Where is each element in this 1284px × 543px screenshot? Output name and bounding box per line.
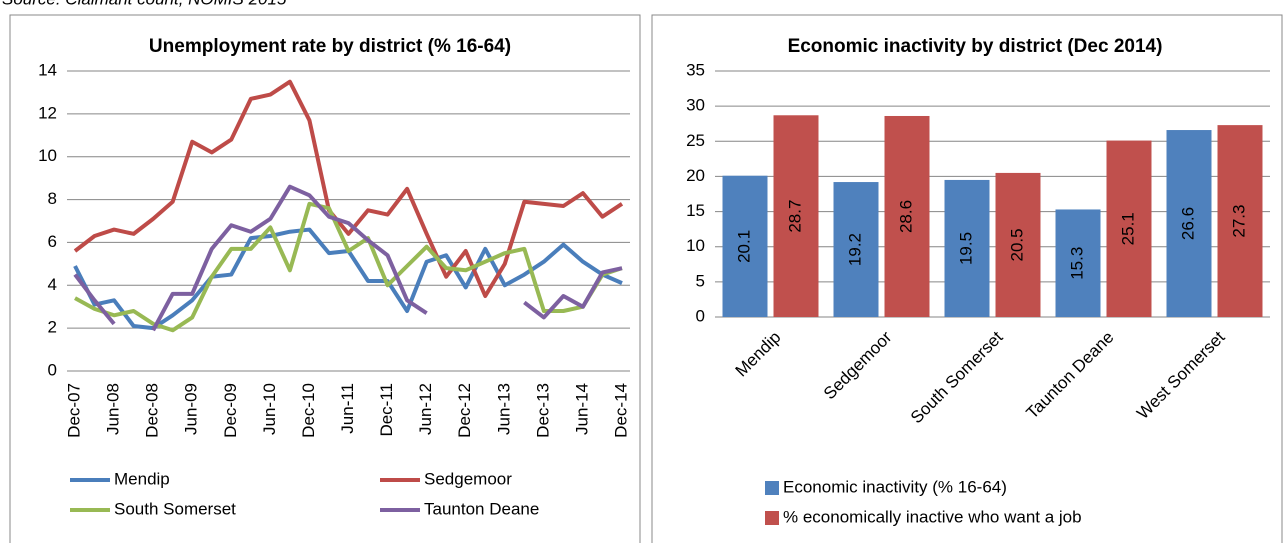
x-tick-label: Jun-08 xyxy=(104,383,123,435)
x-tick-label: South Somerset xyxy=(907,327,1007,427)
y-tick-label: 2 xyxy=(48,318,57,337)
legend-swatch xyxy=(765,481,779,495)
x-tick-label: Jun-10 xyxy=(260,383,279,435)
x-tick-label: Jun-09 xyxy=(182,383,201,435)
data-label: 20.5 xyxy=(1007,228,1026,261)
y-tick-label: 0 xyxy=(48,360,57,379)
line-series xyxy=(73,184,623,332)
y-tick-label: 30 xyxy=(686,96,705,115)
bar xyxy=(884,115,930,318)
x-tick-label: Taunton Deane xyxy=(1023,328,1118,423)
x-tick-label: Dec-11 xyxy=(377,383,396,437)
panel-border xyxy=(651,14,1283,543)
x-tick-label: Dec-07 xyxy=(64,383,83,438)
x-tick-label: Dec-14 xyxy=(611,383,630,438)
bar xyxy=(1217,125,1263,318)
bar xyxy=(944,179,990,317)
x-tick-label: West Somerset xyxy=(1133,327,1229,423)
legend-label: Taunton Deane xyxy=(424,499,539,518)
x-tick-label: Mendip xyxy=(732,328,785,381)
x-tick-label: Jun-12 xyxy=(416,383,435,435)
x-tick-label: Dec-13 xyxy=(533,383,552,438)
bar xyxy=(773,115,819,317)
y-tick-label: 35 xyxy=(686,60,705,79)
panel-border xyxy=(9,14,641,543)
y-tick-label: 8 xyxy=(48,189,57,208)
data-label: 15.3 xyxy=(1067,247,1086,280)
y-tick-label: 14 xyxy=(38,60,57,79)
y-tick-label: 6 xyxy=(48,232,57,251)
data-label: 26.6 xyxy=(1178,207,1197,240)
line-series xyxy=(74,201,623,333)
y-tick-label: 4 xyxy=(48,275,57,294)
legend-label: % economically inactive who want a job xyxy=(783,507,1082,526)
data-label: 25.1 xyxy=(1118,212,1137,245)
chart-title: Economic inactivity by district (Dec 201… xyxy=(788,36,1163,57)
bar xyxy=(833,182,879,317)
data-label: 19.5 xyxy=(956,232,975,265)
source-note: Source: Claimant count, NOMIS 2015 xyxy=(2,0,287,8)
x-tick-label: Dec-09 xyxy=(221,383,240,438)
y-tick-label: 12 xyxy=(38,103,57,122)
data-label: 27.3 xyxy=(1229,205,1248,238)
chart-title: Unemployment rate by district (% 16-64) xyxy=(149,36,511,57)
y-tick-label: 0 xyxy=(696,306,705,325)
x-tick-label: Jun-11 xyxy=(338,383,357,434)
data-label: 28.6 xyxy=(896,200,915,233)
x-tick-label: Sedgemoor xyxy=(820,327,896,403)
data-label: 19.2 xyxy=(845,233,864,266)
data-label: 20.1 xyxy=(734,230,753,263)
legend-label: South Somerset xyxy=(114,499,236,518)
legend-swatch xyxy=(765,511,779,525)
legend-label: Mendip xyxy=(114,469,170,488)
y-tick-label: 5 xyxy=(696,271,705,290)
bar xyxy=(1166,130,1212,317)
y-tick-label: 10 xyxy=(686,236,705,255)
legend-label: Economic inactivity (% 16-64) xyxy=(783,477,1007,496)
x-tick-label: Dec-12 xyxy=(455,383,474,438)
bar xyxy=(722,175,768,317)
x-tick-label: Jun-13 xyxy=(494,383,513,435)
data-label: 28.7 xyxy=(785,200,804,233)
x-tick-label: Dec-08 xyxy=(143,383,162,438)
y-tick-label: 20 xyxy=(686,166,705,185)
bar xyxy=(995,172,1041,317)
legend-label: Sedgemoor xyxy=(424,469,512,488)
x-tick-label: Jun-14 xyxy=(572,383,591,435)
y-tick-label: 15 xyxy=(686,201,705,220)
y-tick-label: 10 xyxy=(38,146,57,165)
x-tick-label: Dec-10 xyxy=(299,383,318,438)
bar xyxy=(1106,140,1152,317)
bar xyxy=(1055,209,1101,317)
y-tick-label: 25 xyxy=(686,131,705,150)
line-series xyxy=(73,79,624,298)
